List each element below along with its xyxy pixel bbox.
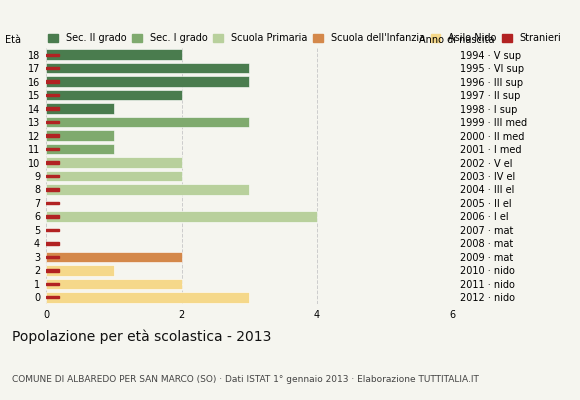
Text: Anno di nascita: Anno di nascita xyxy=(419,35,494,45)
Bar xyxy=(46,94,59,96)
Bar xyxy=(46,278,182,289)
Legend: Sec. II grado, Sec. I grado, Scuola Primaria, Scuola dell'Infanzia, Asilo Nido, : Sec. II grado, Sec. I grado, Scuola Prim… xyxy=(46,32,563,46)
Bar xyxy=(46,144,114,154)
Bar xyxy=(46,67,59,70)
Bar xyxy=(46,54,59,56)
Bar xyxy=(46,265,114,276)
Bar xyxy=(46,171,182,181)
Bar xyxy=(46,63,249,74)
Bar xyxy=(46,296,59,298)
Bar xyxy=(46,134,59,137)
Bar xyxy=(46,269,59,272)
Bar xyxy=(46,80,59,83)
Bar xyxy=(46,188,59,191)
Bar xyxy=(46,252,182,262)
Bar xyxy=(46,282,59,285)
Text: COMUNE DI ALBAREDO PER SAN MARCO (SO) · Dati ISTAT 1° gennaio 2013 · Elaborazion: COMUNE DI ALBAREDO PER SAN MARCO (SO) · … xyxy=(12,375,478,384)
Bar xyxy=(46,202,59,204)
Text: Popolazione per età scolastica - 2013: Popolazione per età scolastica - 2013 xyxy=(12,330,271,344)
Bar xyxy=(46,50,182,60)
Bar xyxy=(46,117,249,127)
Bar xyxy=(46,292,249,302)
Bar xyxy=(46,76,249,87)
Bar xyxy=(46,175,59,177)
Bar xyxy=(46,90,182,100)
Bar xyxy=(46,103,114,114)
Bar xyxy=(46,121,59,123)
Bar xyxy=(46,161,59,164)
Bar xyxy=(46,184,249,195)
Bar xyxy=(46,215,59,218)
Bar xyxy=(46,256,59,258)
Bar xyxy=(46,242,59,244)
Bar xyxy=(46,211,317,222)
Bar xyxy=(46,130,114,141)
Text: Età: Età xyxy=(5,35,21,45)
Bar xyxy=(46,157,182,168)
Bar xyxy=(46,108,59,110)
Bar xyxy=(46,148,59,150)
Bar xyxy=(46,229,59,231)
